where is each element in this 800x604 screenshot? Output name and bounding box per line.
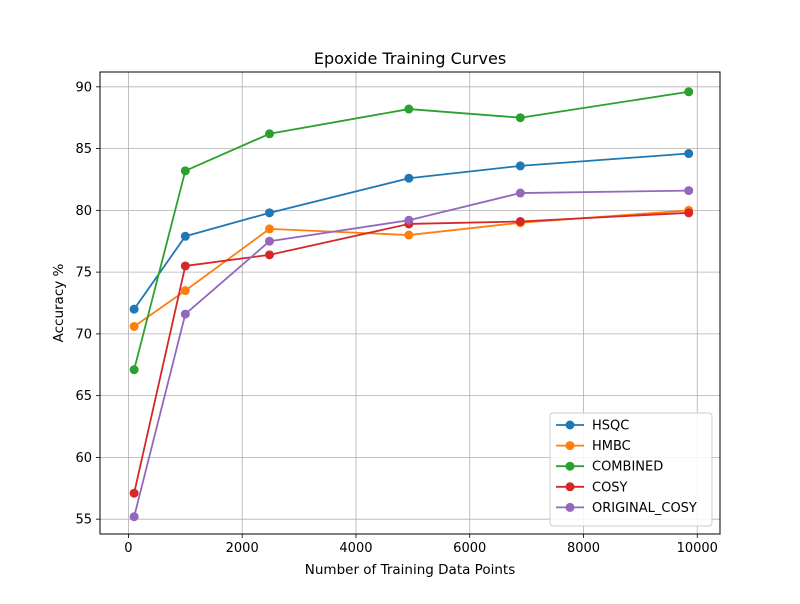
- data-point: [265, 129, 275, 139]
- data-point: [515, 188, 525, 198]
- legend-swatch-marker: [565, 441, 575, 451]
- x-tick-label: 6000: [453, 541, 486, 556]
- data-point: [684, 149, 694, 159]
- y-tick-label: 80: [75, 204, 92, 219]
- data-point: [129, 304, 139, 314]
- y-tick-label: 60: [75, 451, 92, 466]
- series-combined: [129, 87, 694, 375]
- series-line-original-cosy: [133, 189, 689, 517]
- legend-swatch-marker: [565, 420, 575, 430]
- data-point: [404, 173, 414, 183]
- data-point: [129, 488, 139, 498]
- data-point: [404, 104, 414, 114]
- legend-label: ORIGINAL_COSY: [592, 501, 697, 516]
- x-tick-label: 8000: [567, 541, 600, 556]
- plot-frame: [99, 71, 721, 535]
- x-tick-label: 0: [124, 541, 132, 556]
- data-point: [129, 512, 139, 522]
- data-point: [129, 321, 139, 331]
- data-point: [180, 286, 190, 296]
- legend-swatch-marker: [565, 502, 575, 512]
- x-axis-label: Number of Training Data Points: [305, 562, 515, 578]
- y-tick-label: 85: [75, 142, 92, 157]
- data-point: [684, 208, 694, 218]
- y-tick-label: 70: [75, 327, 92, 342]
- data-point: [265, 236, 275, 246]
- legend-item-hmbc: HMBC: [556, 439, 631, 454]
- series-hsqc: [129, 149, 694, 314]
- data-point: [684, 186, 694, 196]
- data-point: [180, 231, 190, 241]
- series-lines: [129, 87, 694, 522]
- legend-swatch-marker: [565, 461, 575, 471]
- data-point: [684, 87, 694, 97]
- legend-item-cosy: COSY: [556, 480, 628, 495]
- x-tick-label: 2000: [226, 541, 259, 556]
- data-point: [180, 261, 190, 271]
- x-tick-label: 4000: [339, 541, 372, 556]
- series-line-hsqc: [133, 152, 689, 310]
- data-point: [265, 224, 275, 234]
- data-point: [515, 216, 525, 226]
- legend-label: COSY: [592, 480, 628, 495]
- legend-swatch-marker: [565, 482, 575, 492]
- legend-label: HMBC: [592, 439, 631, 454]
- legend-label: COMBINED: [592, 460, 663, 475]
- legend-item-original-cosy: ORIGINAL_COSY: [556, 501, 697, 516]
- legend-item-combined: COMBINED: [556, 460, 663, 475]
- legend-box: [549, 412, 713, 527]
- y-tick-label: 90: [75, 80, 92, 95]
- series-original-cosy: [129, 186, 694, 522]
- legend-label: HSQC: [592, 419, 629, 434]
- data-point: [265, 250, 275, 260]
- legend: HSQC HMBC COMBINED COSY ORIGINAL_COSY: [549, 412, 713, 527]
- data-point: [265, 208, 275, 218]
- y-tick-label: 75: [75, 266, 92, 281]
- axis-ticks: 0 2000 4000 6000 8000 10000 55 60 65 70 75 80 85 90: [75, 80, 717, 556]
- data-point: [515, 161, 525, 171]
- data-point: [180, 309, 190, 319]
- y-axis-label: Accuracy %: [51, 263, 67, 342]
- series-line-cosy: [133, 211, 689, 494]
- x-tick-label: 10000: [677, 541, 718, 556]
- data-point: [129, 365, 139, 375]
- data-point: [515, 113, 525, 123]
- data-point: [404, 230, 414, 240]
- chart-title: Epoxide Training Curves: [314, 49, 506, 68]
- legend-item-hsqc: HSQC: [556, 419, 629, 434]
- data-point: [180, 166, 190, 176]
- y-tick-label: 55: [75, 513, 92, 528]
- y-tick-label: 65: [75, 389, 92, 404]
- grid-lines: [100, 72, 720, 534]
- series-line-combined: [133, 90, 689, 370]
- data-point: [404, 215, 414, 225]
